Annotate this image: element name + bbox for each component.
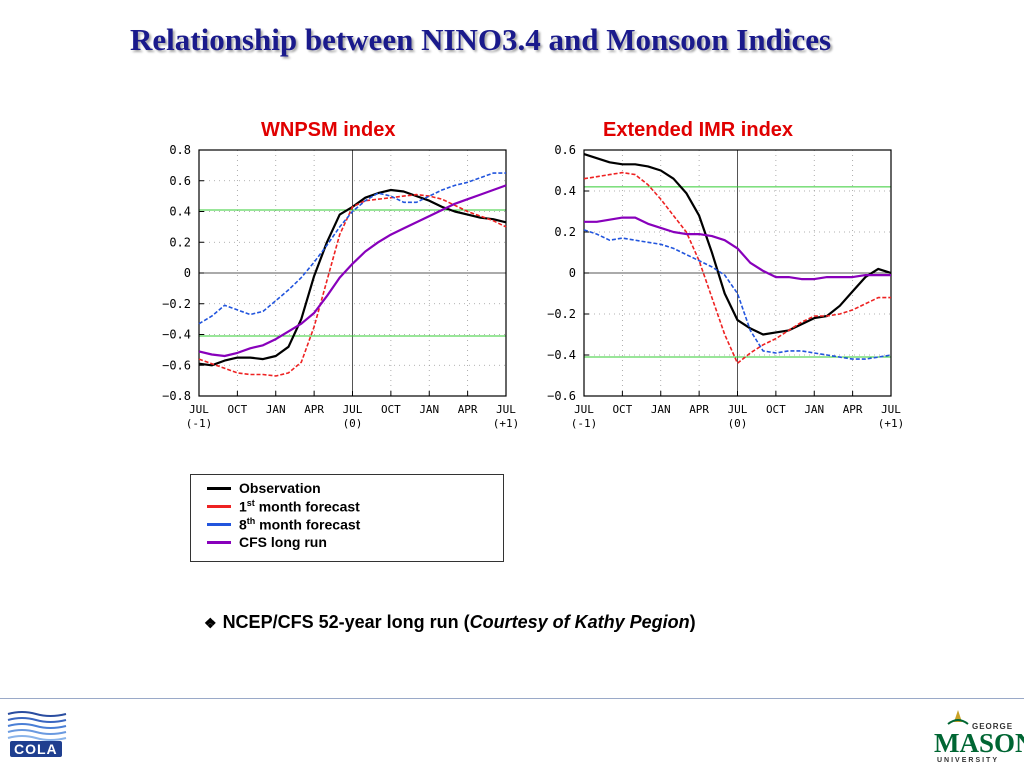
wnpsm-x-tick-label-1: OCT bbox=[227, 403, 247, 416]
imr-x-tick-sublabel-0: (-1) bbox=[571, 417, 598, 430]
legend-item-observation: Observation bbox=[207, 479, 321, 497]
wnpsm-y-tick-label-4: 0 bbox=[184, 266, 191, 280]
wnpsm-x-tick-label-6: JAN bbox=[419, 403, 439, 416]
imr-x-tick-sublabel-8: (+1) bbox=[878, 417, 905, 430]
imr-x-tick-label-3: APR bbox=[689, 403, 709, 416]
gmu-logo-george: GEORGE bbox=[972, 722, 1014, 731]
gmu-logo-mason: MASON bbox=[934, 728, 1024, 758]
imr-x-tick-label-7: APR bbox=[843, 403, 863, 416]
legend-swatch-cfs-long-run bbox=[207, 540, 231, 544]
wnpsm-y-tick-label-6: 0.4 bbox=[169, 205, 191, 219]
legend-label-8th-forecast: 8th month forecast bbox=[239, 515, 361, 533]
chart-title-wnpsm: WNPSM index bbox=[261, 119, 396, 141]
wnpsm-series-8th-month-forecast bbox=[198, 172, 506, 325]
wnpsm-y-tick-label-1: −0.6 bbox=[162, 358, 191, 372]
imr-y-tick-label-1: −0.4 bbox=[547, 348, 576, 362]
imr-x-tick-label-4: JUL bbox=[728, 403, 748, 416]
imr-y-tick-label-3: 0 bbox=[569, 266, 576, 280]
wnpsm-series-cfs-long-run bbox=[198, 184, 507, 358]
wnpsm-series-1st-month-forecast bbox=[198, 193, 507, 377]
cola-logo bbox=[7, 711, 67, 741]
imr-x-tick-label-6: JAN bbox=[804, 403, 824, 416]
wnpsm-y-tick-label-2: −0.4 bbox=[162, 328, 191, 342]
imr-series-1st-month-forecast bbox=[583, 171, 891, 365]
imr-x-tick-sublabel-4: (0) bbox=[728, 417, 748, 430]
wnpsm-y-tick-label-7: 0.6 bbox=[169, 174, 191, 188]
legend-item-cfs-long-run: CFS long run bbox=[207, 533, 327, 551]
wnpsm-x-tick-label-8: JUL bbox=[496, 403, 516, 416]
wnpsm-x-tick-label-2: JAN bbox=[266, 403, 286, 416]
imr-series-8th-month-forecast bbox=[583, 229, 892, 360]
imr-x-tick-label-1: OCT bbox=[612, 403, 632, 416]
legend-item-1st-forecast: 1st month forecast bbox=[207, 497, 360, 515]
wnpsm-y-tick-label-0: −0.8 bbox=[162, 389, 191, 403]
imr-y-tick-label-6: 0.6 bbox=[554, 143, 576, 157]
wnpsm-x-tick-label-3: APR bbox=[304, 403, 324, 416]
imr-x-tick-label-2: JAN bbox=[651, 403, 671, 416]
imr-x-tick-label-5: OCT bbox=[766, 403, 786, 416]
wnpsm-y-tick-label-8: 0.8 bbox=[169, 143, 191, 157]
imr-series-observation bbox=[583, 153, 892, 336]
legend-swatch-1st-forecast bbox=[207, 504, 231, 508]
cola-logo-text: COLA bbox=[10, 741, 62, 757]
legend-swatch-8th-forecast bbox=[207, 522, 231, 526]
wnpsm-x-tick-sublabel-0: (-1) bbox=[186, 417, 213, 430]
legend-label-observation: Observation bbox=[239, 480, 321, 496]
wnpsm-x-tick-label-7: APR bbox=[458, 403, 478, 416]
wnpsm-x-tick-label-5: OCT bbox=[381, 403, 401, 416]
footer-divider bbox=[0, 698, 1024, 699]
imr-y-tick-label-5: 0.4 bbox=[554, 184, 576, 198]
imr-y-tick-label-4: 0.2 bbox=[554, 225, 576, 239]
wnpsm-y-tick-label-3: −0.2 bbox=[162, 297, 191, 311]
wnpsm-x-tick-label-0: JUL bbox=[189, 403, 209, 416]
legend: Observation 1st month forecast 8th month… bbox=[190, 474, 504, 562]
legend-swatch-observation bbox=[207, 486, 231, 490]
wnpsm-y-tick-label-5: 0.2 bbox=[169, 235, 191, 249]
imr-x-tick-label-8: JUL bbox=[881, 403, 901, 416]
legend-item-8th-forecast: 8th month forecast bbox=[207, 515, 360, 533]
legend-label-cfs-long-run: CFS long run bbox=[239, 534, 327, 550]
diamond-bullet-icon: ❖ bbox=[204, 615, 217, 631]
imr-y-tick-label-0: −0.6 bbox=[547, 389, 576, 403]
imr-series-cfs-long-run bbox=[584, 216, 891, 281]
slide-title: Relationship between NINO3.4 and Monsoon… bbox=[130, 22, 832, 57]
imr-y-tick-label-2: −0.2 bbox=[547, 307, 576, 321]
legend-label-1st-forecast: 1st month forecast bbox=[239, 497, 360, 515]
wnpsm-x-tick-sublabel-4: (0) bbox=[343, 417, 363, 430]
chart-title-imr: Extended IMR index bbox=[603, 119, 794, 141]
wnpsm-x-tick-sublabel-8: (+1) bbox=[493, 417, 520, 430]
gmu-logo bbox=[947, 710, 969, 725]
wnpsm-x-tick-label-4: JUL bbox=[343, 403, 363, 416]
source-note: ❖ NCEP/CFS 52-year long run (Courtesy of … bbox=[204, 612, 696, 632]
gmu-logo-university: UNIVERSITY bbox=[937, 757, 1000, 764]
imr-x-tick-label-0: JUL bbox=[574, 403, 594, 416]
